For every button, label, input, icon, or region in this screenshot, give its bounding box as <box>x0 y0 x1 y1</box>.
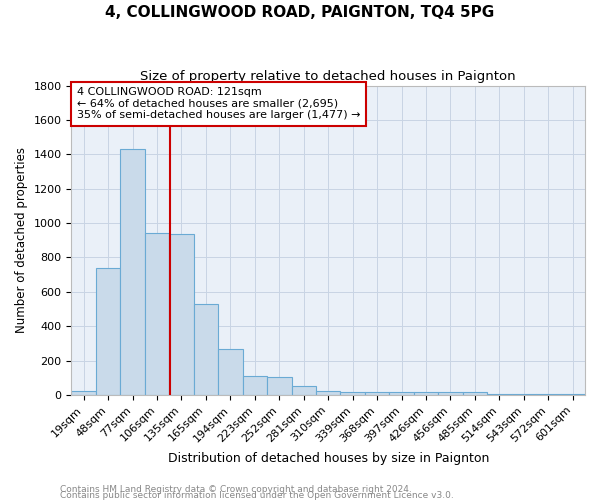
Title: Size of property relative to detached houses in Paignton: Size of property relative to detached ho… <box>140 70 516 83</box>
Text: 4, COLLINGWOOD ROAD, PAIGNTON, TQ4 5PG: 4, COLLINGWOOD ROAD, PAIGNTON, TQ4 5PG <box>106 5 494 20</box>
Bar <box>292 386 316 395</box>
Bar <box>145 234 169 395</box>
X-axis label: Distribution of detached houses by size in Paignton: Distribution of detached houses by size … <box>167 452 489 465</box>
Text: Contains public sector information licensed under the Open Government Licence v3: Contains public sector information licen… <box>60 490 454 500</box>
Bar <box>463 392 487 395</box>
Y-axis label: Number of detached properties: Number of detached properties <box>15 148 28 334</box>
Bar <box>536 394 560 395</box>
Bar <box>194 304 218 395</box>
Bar <box>487 394 512 395</box>
Bar <box>267 377 292 395</box>
Text: Contains HM Land Registry data © Crown copyright and database right 2024.: Contains HM Land Registry data © Crown c… <box>60 485 412 494</box>
Bar <box>316 391 340 395</box>
Bar <box>414 392 438 395</box>
Bar <box>121 149 145 395</box>
Bar <box>365 392 389 395</box>
Bar <box>242 376 267 395</box>
Bar <box>512 394 536 395</box>
Bar <box>169 234 194 395</box>
Text: 4 COLLINGWOOD ROAD: 121sqm
← 64% of detached houses are smaller (2,695)
35% of s: 4 COLLINGWOOD ROAD: 121sqm ← 64% of deta… <box>77 87 360 120</box>
Bar <box>340 392 365 395</box>
Bar <box>560 394 585 395</box>
Bar <box>438 392 463 395</box>
Bar <box>389 392 414 395</box>
Bar <box>71 391 96 395</box>
Bar <box>218 348 242 395</box>
Bar <box>96 268 121 395</box>
